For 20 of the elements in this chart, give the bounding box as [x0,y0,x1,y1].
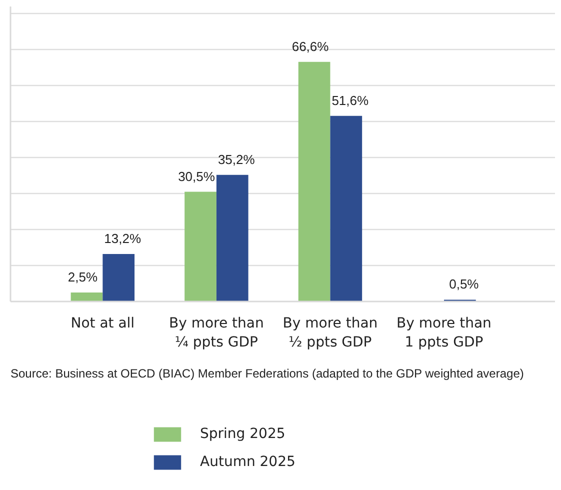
bar [184,192,216,302]
data-label: 30,5% [178,168,216,184]
data-label: 2,5% [68,270,98,285]
bar [298,62,330,302]
bar [330,116,362,302]
data-label: 35,2% [218,152,256,167]
data-label: 66,6% [292,38,330,54]
data-label: 0,5% [449,276,480,292]
source-note: Source: Business at OECD (BIAC) Member Federations (adapted to the GDP weighted average) [10,366,524,380]
x-tick-label: By more than 1 ppts GDP [396,316,492,351]
data-label: 51,6% [332,92,370,108]
legend-label: Autumn 2025 [200,454,296,470]
x-tick-label: Not at all [70,316,135,332]
bar [102,254,135,302]
x-tick-label: By more than ¼ ppts GDP [169,316,264,351]
data-label: 13,2% [104,231,142,246]
bar [70,292,103,302]
x-tick-label: By more than ½ ppts GDP [282,316,378,351]
legend-label: Spring 2025 [200,426,286,442]
bar [216,174,248,302]
